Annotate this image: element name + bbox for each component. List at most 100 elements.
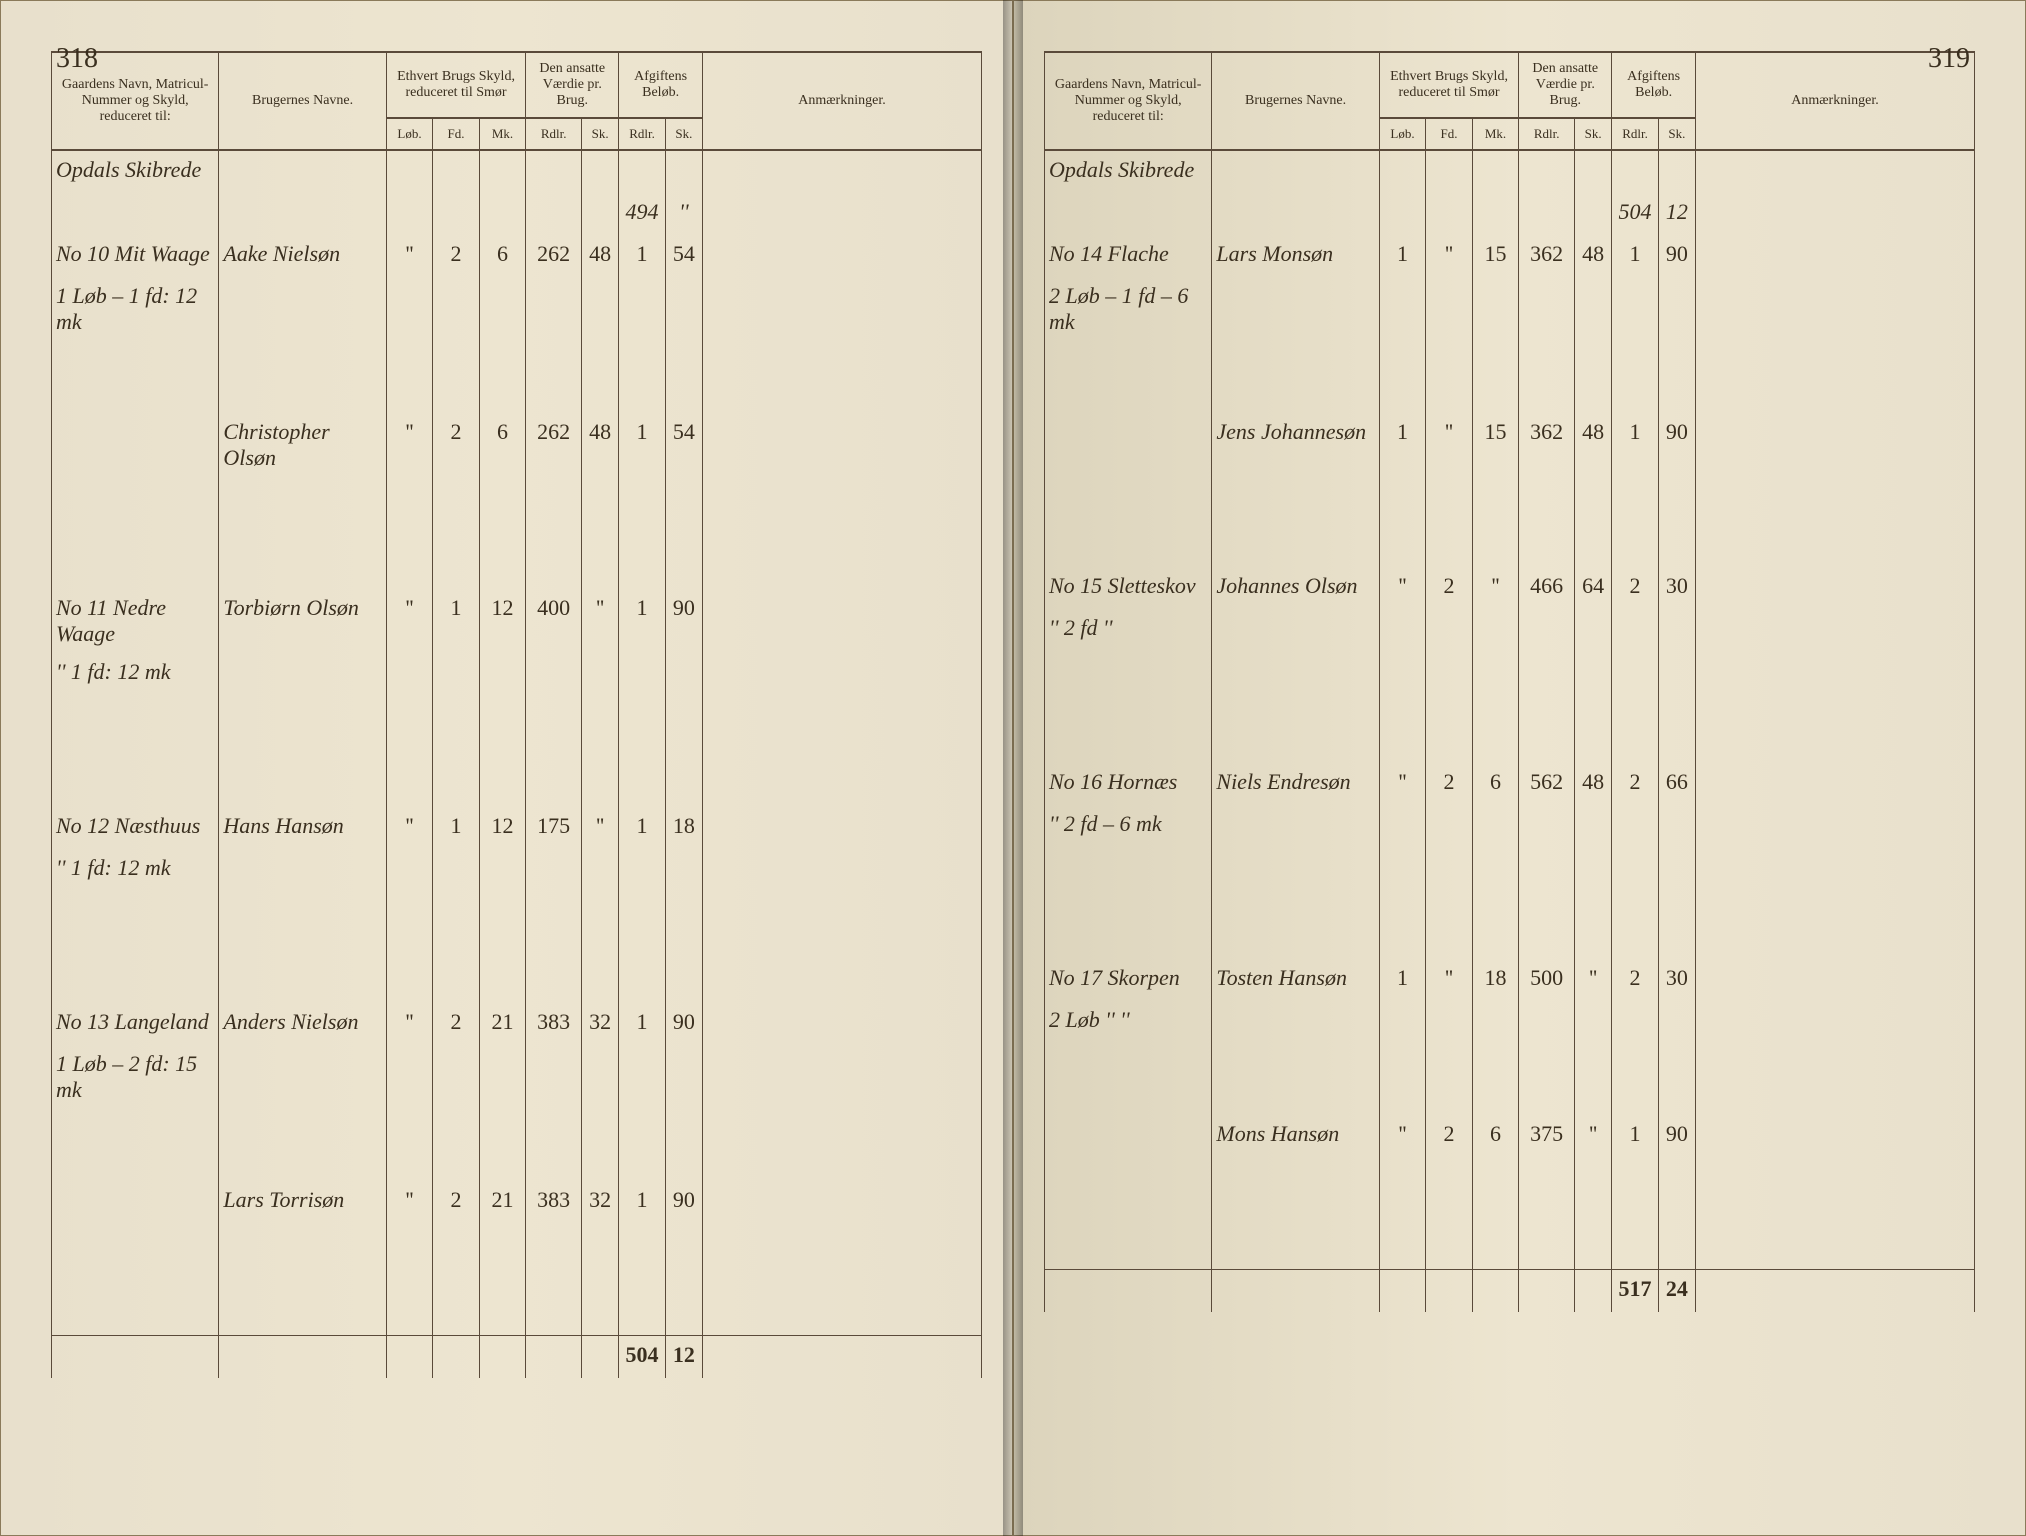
table-row: [52, 1109, 982, 1181]
value-cell: [1519, 805, 1575, 847]
value-cell: [479, 1223, 526, 1336]
value-cell: [219, 477, 386, 589]
header-mk: Mk.: [479, 118, 526, 150]
value-cell: 383: [526, 1181, 582, 1223]
value-cell: [479, 695, 526, 807]
table-row: [52, 341, 982, 413]
user-name-cell: Lars Torrisøn: [219, 1181, 386, 1223]
value-cell: '': [1426, 413, 1473, 455]
value-cell: 6: [1472, 1115, 1519, 1157]
value-cell: 90: [1658, 1115, 1695, 1157]
value-cell: 18: [1472, 959, 1519, 1001]
value-cell: 18: [665, 807, 702, 849]
value-cell: [1472, 1001, 1519, 1043]
value-cell: [1658, 805, 1695, 847]
value-cell: [1045, 847, 1212, 959]
value-cell: 375: [1519, 1115, 1575, 1157]
value-cell: [1575, 1270, 1612, 1313]
value-cell: 2: [1612, 959, 1659, 1001]
header-users: Brugernes Navne.: [1212, 52, 1379, 150]
property-cell: 2 Løb – 1 fd – 6 mk: [1045, 277, 1212, 341]
value-cell: [1519, 277, 1575, 341]
value-cell: '': [1472, 567, 1519, 609]
ledger-table-right: Gaardens Navn, Matricul-Nummer og Skyld,…: [1044, 51, 1975, 1312]
value-cell: [702, 807, 981, 849]
user-name-cell: Niels Endresøn: [1212, 763, 1379, 805]
value-cell: [479, 849, 526, 891]
property-cell: No 15 Sletteskov: [1045, 567, 1212, 609]
value-cell: [665, 695, 702, 807]
value-cell: [526, 341, 582, 413]
value-cell: [1212, 609, 1379, 651]
value-cell: [1695, 1270, 1974, 1313]
value-cell: [702, 849, 981, 891]
value-cell: 262: [526, 235, 582, 277]
value-cell: [1612, 1157, 1659, 1270]
value-cell: [1045, 193, 1212, 235]
value-cell: [665, 891, 702, 1003]
table-row: No 16 HornæsNiels Endresøn''2656248266: [1045, 763, 1975, 805]
value-cell: 2: [433, 1181, 480, 1223]
value-cell: [702, 277, 981, 341]
table-row: [52, 695, 982, 807]
header-rdlr2: Rdlr.: [1612, 118, 1659, 150]
value-cell: [1379, 193, 1426, 235]
value-cell: [479, 341, 526, 413]
value-cell: [1695, 193, 1974, 235]
value-cell: [1612, 847, 1659, 959]
value-cell: [1519, 609, 1575, 651]
value-cell: 175: [526, 807, 582, 849]
value-cell: [1658, 609, 1695, 651]
value-cell: [433, 193, 480, 235]
value-cell: [665, 849, 702, 891]
value-cell: [702, 341, 981, 413]
value-cell: [52, 891, 219, 1003]
value-cell: [386, 653, 433, 695]
value-cell: [52, 193, 219, 235]
value-cell: [219, 653, 386, 695]
value-cell: [665, 1109, 702, 1181]
value-cell: 90: [1658, 413, 1695, 455]
value-cell: [526, 477, 582, 589]
value-cell: [1472, 193, 1519, 235]
value-cell: [52, 1109, 219, 1181]
value-cell: [386, 695, 433, 807]
value-cell: [386, 1109, 433, 1181]
value-cell: 6: [479, 413, 526, 477]
value-cell: 66: [1658, 763, 1695, 805]
value-cell: [219, 1109, 386, 1181]
value-cell: 383: [526, 1003, 582, 1045]
user-name-cell: Mons Hansøn: [1212, 1115, 1379, 1157]
header-skyld: Ethvert Brugs Skyld, reduceret til Smør: [386, 52, 526, 118]
value-cell: [433, 849, 480, 891]
value-cell: [1472, 277, 1519, 341]
section-heading-row: Opdals Skibrede: [52, 150, 982, 193]
property-cell: No 14 Flache: [1045, 235, 1212, 277]
value-cell: [219, 193, 386, 235]
value-cell: '': [1575, 1115, 1612, 1157]
value-cell: [1212, 847, 1379, 959]
value-cell: 1: [1612, 1115, 1659, 1157]
value-cell: [1612, 341, 1659, 413]
value-cell: [582, 891, 619, 1003]
value-cell: [219, 1336, 386, 1379]
property-cell: No 16 Hornæs: [1045, 763, 1212, 805]
value-cell: [1695, 1157, 1974, 1270]
property-cell: 2 Løb '' '': [1045, 1001, 1212, 1043]
value-cell: [702, 1223, 981, 1336]
value-cell: [1379, 1043, 1426, 1115]
value-cell: 2: [1612, 567, 1659, 609]
value-cell: 48: [582, 413, 619, 477]
value-cell: '': [386, 589, 433, 653]
value-cell: [1695, 651, 1974, 763]
table-body-left: Opdals Skibrede 494''No 10 Mit WaageAake…: [52, 150, 982, 1378]
user-name-cell: Lars Monsøn: [1212, 235, 1379, 277]
value-cell: 1: [1379, 413, 1426, 455]
value-cell: [1379, 341, 1426, 413]
value-cell: [386, 1223, 433, 1336]
value-cell: '': [582, 589, 619, 653]
value-cell: [433, 891, 480, 1003]
value-cell: [479, 1045, 526, 1109]
table-row: Mons Hansøn''26375''190: [1045, 1115, 1975, 1157]
value-cell: [433, 341, 480, 413]
